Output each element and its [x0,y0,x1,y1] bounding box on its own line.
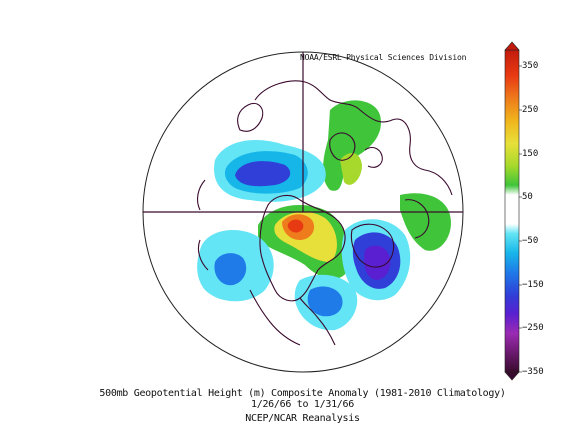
anomaly-negative-greenland-core [364,245,391,280]
colorbar-tick-marks [519,65,522,373]
caption-title: 500mb Geopotential Height (m) Composite … [99,388,506,399]
grid-lines [143,52,463,213]
colorbar-label-50: 50 [522,192,533,202]
anomaly-negative-eastern-na-core [307,286,343,317]
anomaly-negative-siberia-core [235,161,291,187]
colorbar-bottom-arrow [504,371,520,381]
anomaly-positive-scandinavia [323,100,381,191]
colorbar-label-250: 250 [522,105,539,115]
caption-source: NCEP/NCAR Reanalysis [245,413,360,424]
colorbar-label-150: 150 [522,149,539,159]
colorbar-top-arrow [504,41,520,51]
anomaly-positive-arctic-core [287,219,304,233]
colorbar-label-neg350: −350 [522,367,544,377]
colorbar-label-neg50: −50 [522,236,539,246]
anomaly-negative-pacific-mid [214,253,247,286]
colorbar-label-neg250: −250 [522,323,544,333]
anomaly-fields [197,100,451,331]
anomaly-positive-scandinavia-core [340,153,362,185]
colorbar-bar [504,49,520,373]
colorbar-label-neg150: −150 [522,280,544,290]
caption-dates: 1/26/66 to 1/31/66 [251,399,354,410]
credit-text: NOAA/ESRL Physical Sciences Division [300,53,467,62]
colorbar-label-350: 350 [522,61,539,71]
anomaly-positive-atlantic [400,193,451,251]
coastlines [196,80,453,346]
